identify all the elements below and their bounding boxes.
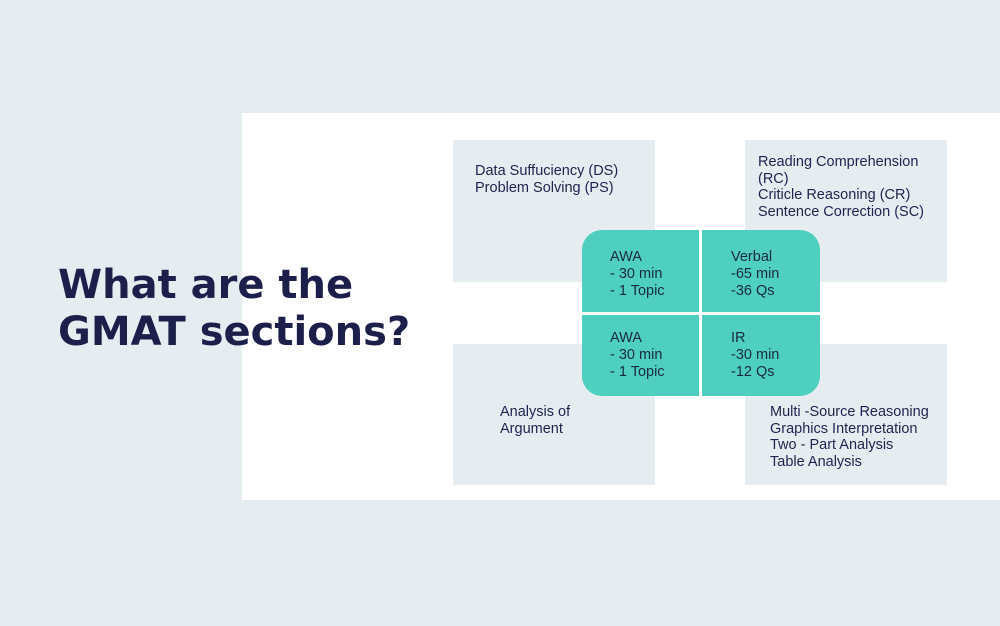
- ir-topic-msr: Multi -Source Reasoning: [770, 404, 929, 420]
- section-count: -12 Qs: [731, 364, 775, 380]
- section-time: - 30 min: [610, 266, 663, 282]
- section-cell-verbal: Verbal -65 min -36 Qs: [731, 249, 779, 300]
- ir-topic-tpa: Two - Part Analysis: [770, 437, 894, 453]
- quant-topic-ps: Problem Solving (PS): [475, 179, 614, 196]
- verbal-topic-sc: Sentence Correction (SC): [758, 203, 925, 220]
- verbal-topic-cr: Criticle Reasoning (CR): [758, 187, 911, 203]
- section-count: - 1 Topic: [610, 364, 665, 380]
- grid-divider-horizontal: [582, 312, 820, 315]
- awa-topic-line-1: Analysis of: [500, 404, 571, 420]
- title-line-2: GMAT sections?: [58, 309, 411, 355]
- title-line-1: What are the: [58, 262, 354, 308]
- verbal-topic-rc-abbr: (RC): [758, 170, 789, 187]
- sections-grid: AWA - 30 min - 1 Topic Verbal -65 min -3…: [582, 230, 820, 396]
- section-cell-ir: IR -30 min -12 Qs: [731, 330, 779, 381]
- section-name: Verbal: [731, 249, 773, 265]
- section-cell-awa-top: AWA - 30 min - 1 Topic: [610, 249, 665, 300]
- ir-topic-gi: Graphics Interpretation: [770, 420, 918, 437]
- verbal-topic-rc: Reading Comprehension: [758, 154, 919, 170]
- ir-topics-box: Multi -Source Reasoning Graphics Interpr…: [745, 344, 947, 485]
- section-name: AWA: [610, 249, 642, 265]
- section-name: IR: [731, 330, 746, 346]
- quant-topic-ds: Data Suffuciency (DS): [475, 163, 619, 179]
- section-time: - 30 min: [610, 347, 663, 363]
- section-time: -30 min: [731, 347, 780, 363]
- section-count: -36 Qs: [731, 283, 775, 299]
- section-name: AWA: [610, 330, 642, 346]
- ir-topic-ta: Table Analysis: [770, 453, 862, 470]
- section-cell-awa-bottom: AWA - 30 min - 1 Topic: [610, 330, 665, 381]
- page-title: What are the GMAT sections?: [58, 262, 410, 356]
- awa-topic-line-2: Argument: [500, 420, 563, 437]
- section-count: - 1 Topic: [610, 283, 665, 299]
- section-time: -65 min: [731, 266, 780, 282]
